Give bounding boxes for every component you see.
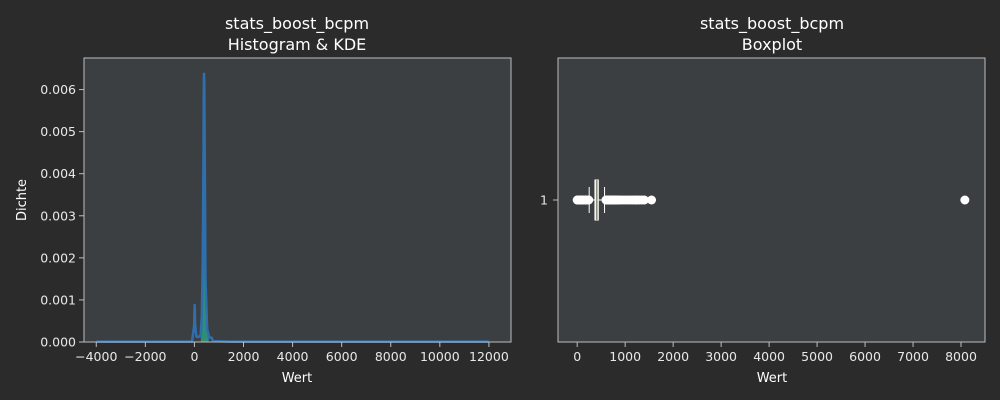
- hist-axes-background: [84, 58, 511, 342]
- hist-ylabel: Dichte: [15, 179, 30, 221]
- hist-xtick-label-5: 6000: [326, 349, 358, 364]
- boxplot-panel: stats_boost_bcpm Boxplot 0 1000 2000 3000 40…: [540, 14, 986, 386]
- box-xlabel: Wert: [757, 371, 788, 386]
- hist-ytick-label-3: 0.003: [40, 208, 76, 223]
- boxplot-elements: [588, 179, 606, 221]
- box-ytick-label-0: 1: [540, 193, 548, 208]
- hist-ytick-label-6: 0.006: [40, 82, 76, 97]
- hist-bar-6: [206, 329, 208, 342]
- box-flier-24: [584, 195, 594, 205]
- box-flier-48: [639, 195, 649, 205]
- hist-axes-frame: [83, 57, 512, 343]
- box-xtick-label-6: 6000: [849, 349, 881, 364]
- hist-ytick-label-1: 0.001: [40, 292, 76, 307]
- kde-line: [96, 72, 489, 343]
- box-xtick-label-2: 2000: [657, 349, 689, 364]
- hist-xticks: −4000 −2000 0 2000 4000 6000 8000 10000 12000: [75, 342, 509, 364]
- hist-ytick-label-2: 0.002: [40, 250, 76, 265]
- hist-xtick-label-6: 8000: [375, 349, 407, 364]
- box-flier-50: [960, 195, 970, 205]
- hist-xtick-label-8: 12000: [469, 349, 509, 364]
- hist-xtick-label-0: −4000: [75, 349, 117, 364]
- box-xtick-label-7: 7000: [897, 349, 929, 364]
- hist-ytick-label-5: 0.005: [40, 124, 76, 139]
- box-xtick-label-0: 0: [573, 349, 581, 364]
- box-xtick-label-8: 8000: [945, 349, 977, 364]
- box-xtick-label-3: 3000: [705, 349, 737, 364]
- hist-xtick-label-3: 2000: [228, 349, 260, 364]
- hist-xtick-label-4: 4000: [277, 349, 309, 364]
- hist-bar-7: [207, 337, 209, 342]
- box-subtitle: Boxplot: [742, 35, 802, 54]
- boxplot-fliers: [572, 195, 970, 205]
- hist-ytick-label-0: 0.000: [40, 335, 76, 350]
- histogram-panel: stats_boost_bcpm Histogram & KDE −4000 −2…: [15, 14, 512, 386]
- box-title: stats_boost_bcpm: [700, 14, 844, 34]
- hist-yticks: 0.000 0.001 0.002 0.003 0.004 0.005 0.006: [40, 82, 84, 350]
- box-flier-49: [647, 195, 657, 205]
- box-xtick-label-4: 4000: [753, 349, 785, 364]
- box-xtick-label-5: 5000: [801, 349, 833, 364]
- box-xticks: 0 1000 2000 3000 4000 5000 6000 7000 8000: [573, 342, 977, 364]
- hist-xtick-label-7: 10000: [420, 349, 460, 364]
- box-xtick-label-1: 1000: [609, 349, 641, 364]
- hist-title: stats_boost_bcpm: [225, 14, 369, 34]
- hist-subtitle: Histogram & KDE: [228, 35, 367, 54]
- hist-xlabel: Wert: [282, 371, 313, 386]
- box-yticks: 1: [540, 193, 558, 208]
- hist-xtick-label-2: 0: [190, 349, 198, 364]
- hist-ytick-label-4: 0.004: [40, 166, 76, 181]
- hist-xtick-label-1: −2000: [124, 349, 166, 364]
